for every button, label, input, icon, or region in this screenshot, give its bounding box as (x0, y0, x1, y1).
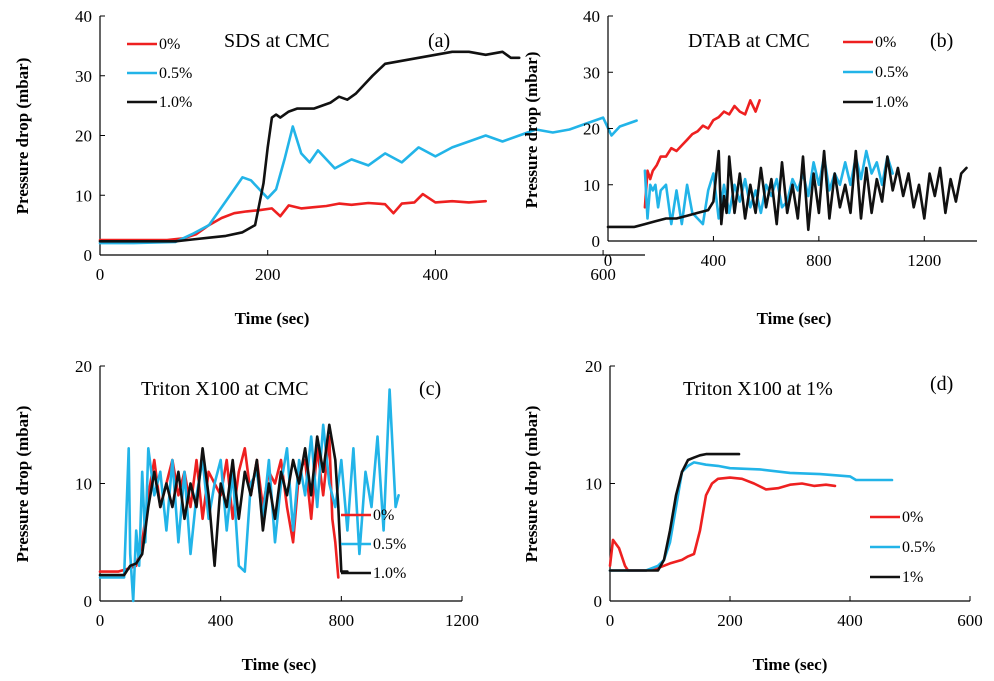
x-tick-label: 1200 (907, 251, 941, 270)
x-tick-label: 200 (717, 611, 743, 630)
panel-title: DTAB at CMC (688, 30, 810, 52)
y-tick-label: 0 (592, 232, 601, 251)
y-tick-label: 30 (583, 63, 600, 82)
x-tick-label: 1200 (445, 611, 479, 630)
x-tick-label: 200 (255, 265, 281, 284)
series-line-0pct (98, 435, 340, 579)
x-axis-label: Time (sec) (753, 655, 828, 674)
legend-label: 1% (902, 569, 923, 586)
x-tick-label: 0 (96, 611, 105, 630)
panel-d: 0 200 400 600 0 10 20 Triton X100 at 1% (d) 0%… (522, 357, 983, 674)
x-axis-label: Time (sec) (242, 655, 317, 674)
x-tick-label: 0 (606, 611, 615, 630)
legend: 0% 0.5% 1% (870, 509, 935, 586)
tick-group: 0 400 800 1200 0 10 20 (75, 357, 479, 630)
x-tick-label: 400 (208, 611, 234, 630)
y-axis-label: Pressure drop (mbar) (13, 406, 32, 563)
series-line-0-5pct (608, 461, 894, 572)
y-tick-label: 10 (583, 176, 600, 195)
y-tick-label: 0 (84, 246, 93, 265)
series-line-1pct (608, 452, 741, 572)
legend-label: 0% (373, 507, 394, 524)
legend: 0% 0.5% 1.0% (843, 34, 908, 111)
tick-group: 0 400 800 1200 0 10 20 30 40 (583, 7, 941, 270)
legend-label: 0% (902, 509, 923, 526)
tick-group: 0 200 400 600 0 10 20 (585, 357, 983, 630)
series-line-0pct (98, 192, 488, 242)
series-line-0-5pct (98, 388, 400, 603)
legend-label: 0% (159, 36, 180, 53)
series-line-0-5pct (643, 149, 895, 226)
y-tick-label: 20 (75, 357, 92, 376)
series-line-0-5pct (98, 116, 638, 245)
y-tick-label: 0 (594, 592, 603, 611)
series-layer (608, 452, 894, 572)
y-tick-label: 10 (75, 186, 92, 205)
y-tick-label: 20 (75, 127, 92, 146)
y-axis-label: Pressure drop (mbar) (13, 58, 32, 215)
legend-label: 0.5% (902, 539, 935, 556)
panel-tag: (c) (419, 378, 441, 400)
x-tick-label: 400 (837, 611, 863, 630)
x-tick-label: 400 (701, 251, 727, 270)
legend-label: 0% (875, 34, 896, 51)
series-layer (98, 50, 638, 245)
y-tick-label: 20 (583, 120, 600, 139)
x-tick-label: 800 (329, 611, 355, 630)
legend-label: 0.5% (373, 536, 406, 553)
legend-label: 1.0% (373, 565, 406, 582)
x-axis-label: Time (sec) (235, 309, 310, 328)
y-tick-label: 40 (583, 7, 600, 26)
series-line-0pct (643, 99, 761, 209)
legend-label: 1.0% (875, 94, 908, 111)
panel-title: Triton X100 at CMC (141, 378, 309, 400)
x-tick-label: 0 (604, 251, 613, 270)
y-tick-label: 10 (75, 475, 92, 494)
y-axis-label: Pressure drop (mbar) (522, 52, 541, 209)
panel-title: SDS at CMC (224, 30, 330, 52)
legend-label: 0.5% (875, 64, 908, 81)
x-tick-label: 600 (957, 611, 983, 630)
legend-label: 1.0% (159, 94, 192, 111)
y-tick-label: 20 (585, 357, 602, 376)
series-line-0pct (608, 476, 837, 572)
x-tick-label: 400 (423, 265, 449, 284)
panel-tag: (a) (428, 30, 450, 52)
series-line-1-0pct (98, 50, 521, 243)
series-line-1-0pct (606, 149, 968, 232)
series-line-1-0pct (98, 423, 349, 577)
y-tick-label: 10 (585, 475, 602, 494)
x-axis-label: Time (sec) (757, 309, 832, 328)
y-axis-label: Pressure drop (mbar) (522, 406, 541, 563)
x-tick-label: 600 (590, 265, 616, 284)
x-tick-label: 800 (806, 251, 832, 270)
y-tick-label: 0 (84, 592, 93, 611)
y-tick-label: 30 (75, 67, 92, 86)
series-layer (98, 388, 400, 603)
panel-tag: (d) (930, 373, 953, 395)
legend: 0% 0.5% 1.0% (127, 36, 192, 111)
x-tick-label: 0 (96, 265, 105, 284)
series-layer (606, 99, 968, 232)
legend-label: 0.5% (159, 65, 192, 82)
legend: 0% 0.5% 1.0% (341, 507, 406, 582)
panel-title: Triton X100 at 1% (683, 378, 833, 400)
panel-tag: (b) (930, 30, 953, 52)
y-tick-label: 40 (75, 7, 92, 26)
